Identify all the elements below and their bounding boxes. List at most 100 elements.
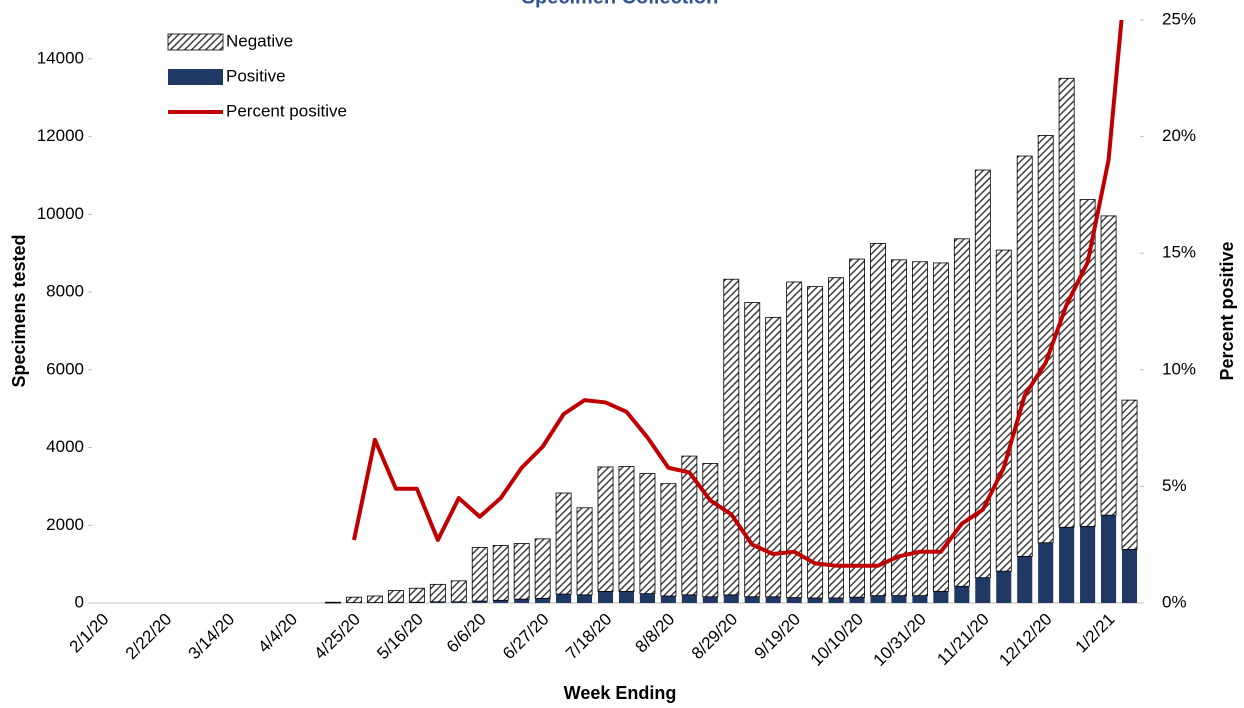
- bar-segment: [471, 547, 488, 602]
- chart-title: Specimen Collection: [522, 0, 719, 8]
- x-tick-label: 6/27/20: [499, 610, 553, 664]
- bar-segment: [807, 286, 824, 599]
- y-tick-label: 4000: [46, 437, 84, 456]
- bar-segment: [472, 601, 488, 603]
- y-tick-label: 12000: [37, 126, 84, 145]
- bar-segment: [849, 258, 865, 598]
- bar-segment: [702, 463, 719, 598]
- legend-label: Percent positive: [226, 101, 347, 120]
- bar-segment: [450, 580, 467, 603]
- bar-segment: [723, 278, 740, 596]
- bar-segment: [744, 302, 761, 598]
- bar-segment: [597, 591, 614, 603]
- bar-segment: [660, 483, 677, 597]
- y2-tick-label: 5%: [1162, 476, 1187, 495]
- bar-segment: [723, 594, 739, 603]
- y-tick-label: 6000: [46, 359, 84, 378]
- x-tick-label: 10/31/20: [870, 610, 930, 670]
- x-tick-label: 12/12/20: [995, 610, 1055, 670]
- bar-segment: [912, 595, 928, 603]
- y-tick-label: 10000: [37, 204, 84, 223]
- legend-swatch: [167, 33, 224, 51]
- y-tick-label: 2000: [46, 515, 84, 534]
- x-axis-title: Week Ending: [564, 683, 677, 703]
- bar-segment: [367, 595, 383, 604]
- bar-segment: [451, 601, 467, 603]
- bar-segment: [1079, 199, 1096, 527]
- bar-segment: [1101, 515, 1117, 603]
- bar-segment: [744, 596, 760, 603]
- x-tick-label: 3/14/20: [185, 610, 239, 664]
- bar-segment: [618, 591, 635, 603]
- bar-segment: [1038, 542, 1054, 603]
- bar-segment: [492, 545, 509, 601]
- bar-segment: [1121, 399, 1138, 550]
- bar-segment: [911, 261, 928, 597]
- bar-segment: [891, 259, 907, 597]
- bar-segment: [535, 598, 551, 603]
- bar-segment: [660, 596, 676, 603]
- plot-area: [325, 20, 1138, 604]
- y2-axis-title: Percent positive: [1217, 241, 1237, 380]
- bar-segment: [1037, 135, 1054, 544]
- bar-segment: [932, 262, 949, 592]
- bar-segment: [618, 466, 635, 592]
- bar-segment: [1016, 155, 1033, 557]
- y2-tick-label: 10%: [1162, 359, 1196, 378]
- legend-label: Positive: [226, 66, 286, 85]
- bar-segment: [408, 587, 425, 603]
- y-tick-label: 8000: [46, 282, 84, 301]
- x-tick-label: 11/21/20: [933, 610, 992, 669]
- bar-segment: [975, 577, 991, 603]
- bar-segment: [849, 597, 865, 603]
- bar-segment: [702, 596, 718, 603]
- bar-segment: [765, 596, 781, 603]
- y2-tick-label: 20%: [1162, 126, 1196, 145]
- x-tick-label: 2/22/20: [122, 610, 176, 664]
- y-axis-title: Specimens tested: [9, 234, 29, 387]
- bar-segment: [387, 590, 404, 603]
- x-tick-label: 10/10/20: [807, 610, 867, 670]
- bar-segment: [807, 597, 823, 603]
- y-tick-label: 14000: [37, 48, 84, 67]
- legend-label: Negative: [226, 31, 293, 50]
- x-tick-label: 8/8/20: [632, 610, 679, 657]
- x-tick-label: 5/16/20: [373, 610, 427, 664]
- bar-segment: [493, 600, 509, 603]
- bar-segment: [828, 597, 844, 603]
- bar-segment: [556, 594, 572, 603]
- legend-swatch: [168, 69, 223, 85]
- y-tick-label: 0: [75, 592, 84, 611]
- bar-segment: [577, 594, 593, 603]
- bar-segment: [954, 586, 970, 603]
- bar-segment: [953, 238, 970, 587]
- bar-segment: [325, 601, 341, 604]
- bar-segment: [870, 595, 886, 603]
- bar-segment: [555, 492, 572, 595]
- line: [352, 20, 1124, 568]
- bar-segment: [513, 543, 530, 600]
- bar-segment: [597, 466, 614, 592]
- x-tick-label: 4/4/20: [254, 610, 301, 657]
- bar-segment: [681, 594, 697, 603]
- y2-tick-label: 0%: [1162, 592, 1187, 611]
- bar-segment: [933, 591, 949, 603]
- bar-segment: [765, 316, 782, 598]
- x-tick-label: 9/19/20: [751, 610, 805, 664]
- bar-segment: [1017, 556, 1033, 603]
- x-tick-label: 4/25/20: [310, 610, 364, 664]
- bar-segment: [576, 507, 593, 596]
- y2-tick-label: 25%: [1162, 9, 1196, 28]
- bar-segment: [1080, 526, 1096, 603]
- bar-segment: [430, 601, 446, 603]
- bar-segment: [786, 281, 803, 598]
- x-tick-label: 1/2/21: [1072, 610, 1119, 657]
- bar-segment: [681, 455, 698, 596]
- bar-segment: [429, 583, 446, 603]
- x-tick-label: 7/18/20: [562, 610, 616, 664]
- bar-segment: [639, 473, 656, 595]
- bar-segment: [1121, 549, 1138, 603]
- bar-segment: [534, 538, 551, 599]
- bar-segment: [828, 277, 845, 599]
